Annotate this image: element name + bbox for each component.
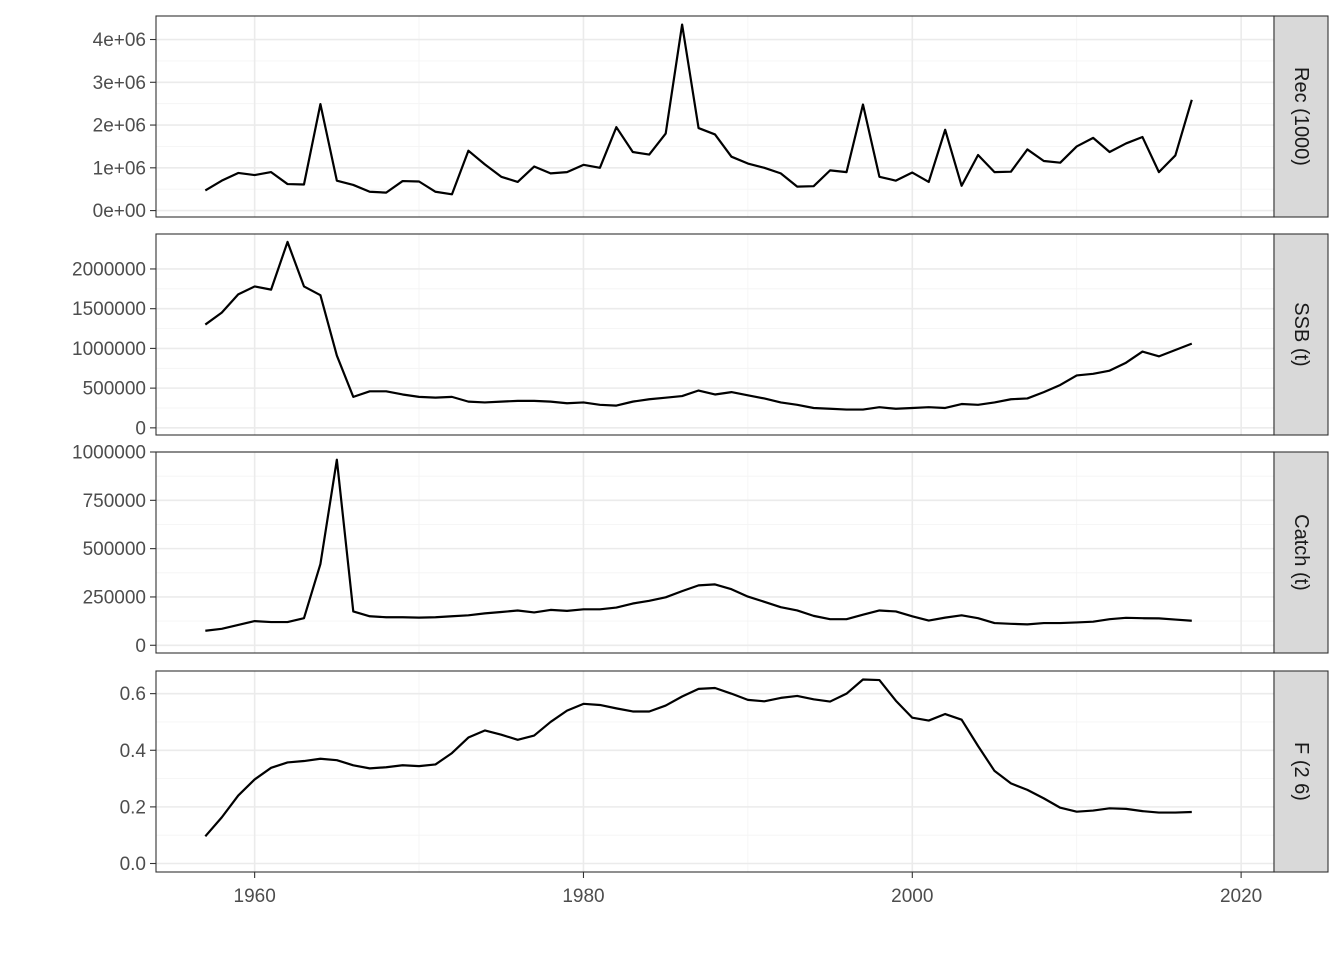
y-tick-label: 0 (135, 636, 146, 657)
y-tick-label: 0 (135, 418, 146, 439)
facet-strip-label: F (2 6) (1290, 742, 1312, 801)
y-tick-label: 2e+06 (93, 116, 146, 137)
facet-strip (1273, 670, 1329, 873)
y-tick-label: 0.0 (120, 854, 146, 875)
y-tick-label: 2000000 (72, 259, 146, 280)
facet-strip-label: SSB (t) (1290, 302, 1312, 366)
y-tick-label: 500000 (83, 379, 146, 400)
panel-background (156, 16, 1274, 217)
x-tick-label: 1960 (234, 886, 276, 907)
panel-f-2-6: 0.0 0.2 0.4 0.6 F (2 6) (120, 670, 1329, 875)
series-line-f-2-6 (204, 678, 1192, 838)
y-tick-label: 3e+06 (93, 73, 146, 94)
panel-ssb-t: 0 500000 1000000 1500000 2000000 SSB (t) (72, 233, 1329, 439)
series-line-ssb-t (204, 240, 1193, 411)
panel-catch-t: 0 250000 500000 750000 1000000 Catch (t) (72, 443, 1329, 657)
x-axis: 1960 1980 2000 2020 (234, 872, 1262, 907)
panel-rec-1000: 0e+00 1e+06 2e+06 3e+06 4e+06 Rec (1000) (93, 15, 1329, 222)
y-tick-label: 250000 (83, 587, 146, 608)
panels: 0e+00 1e+06 2e+06 3e+06 4e+06 Rec (1000) 0 5000… (72, 15, 1329, 875)
panel-background (156, 234, 1274, 435)
y-tick-label: 0.2 (120, 797, 146, 818)
x-tick-label: 2000 (891, 886, 933, 907)
facet-strip-label: Rec (1000) (1290, 67, 1312, 166)
y-tick-label: 0.6 (120, 684, 146, 705)
y-tick-label: 1000000 (72, 443, 146, 464)
facet-strip (1273, 233, 1329, 436)
facet-strip (1273, 15, 1329, 218)
facet-strip (1273, 451, 1329, 654)
panel-background (156, 671, 1274, 872)
y-tick-label: 0.4 (120, 741, 147, 762)
x-tick-label: 1980 (562, 886, 604, 907)
panel-background (156, 452, 1274, 653)
series-line-rec-1000 (204, 23, 1193, 196)
facet-strip-label: Catch (t) (1290, 514, 1312, 591)
y-tick-label: 4e+06 (93, 30, 146, 51)
y-tick-label: 750000 (83, 491, 146, 512)
y-tick-label: 1000000 (72, 339, 146, 360)
series-line-catch-t (205, 458, 1192, 632)
y-tick-label: 500000 (83, 539, 146, 560)
y-tick-label: 1500000 (72, 299, 146, 320)
y-tick-label: 0e+00 (93, 201, 146, 222)
y-tick-label: 1e+06 (93, 158, 146, 179)
x-tick-label: 2020 (1220, 886, 1262, 907)
